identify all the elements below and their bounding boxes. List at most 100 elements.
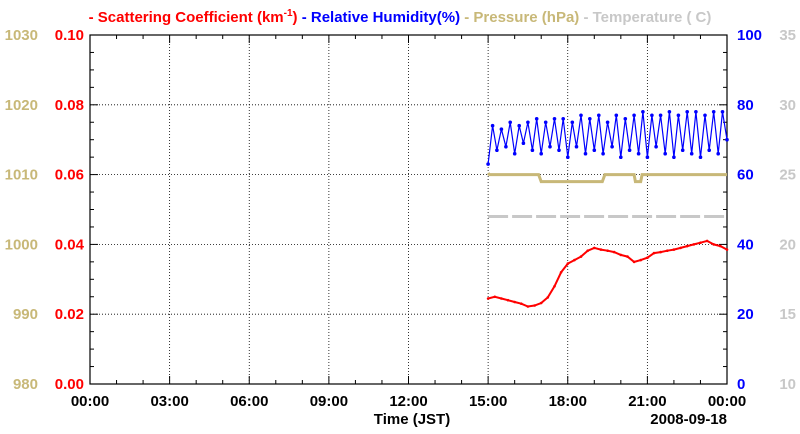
data-point (592, 148, 597, 152)
data-point (583, 151, 588, 156)
legend-entry: - Relative Humidity(%) (298, 9, 461, 26)
data-point (566, 155, 570, 159)
pressure-axis-tick-label: 990 (13, 306, 38, 323)
data-point (566, 262, 570, 265)
data-point (486, 162, 490, 166)
data-point (508, 120, 512, 125)
humidity-axis-tick-label: 0 (737, 376, 745, 393)
temperature-axis-tick-label: 20 (779, 236, 796, 253)
data-point (499, 127, 504, 131)
scattering-axis-tick-label: 0.06 (55, 167, 84, 184)
data-point (612, 250, 616, 254)
humidity-axis-tick-label: 80 (737, 97, 754, 114)
data-point (526, 305, 530, 308)
data-point (627, 148, 632, 152)
data-point (500, 297, 503, 300)
temperature-axis-tick-label: 10 (779, 376, 796, 393)
data-point (512, 151, 517, 156)
data-point (636, 151, 641, 156)
data-point (711, 110, 716, 114)
x-tick-label: 00:00 (708, 393, 746, 410)
data-point (539, 151, 543, 156)
data-point (539, 301, 543, 305)
data-point (650, 113, 654, 118)
legend-entry: - Temperature ( (579, 9, 691, 26)
data-point (623, 117, 628, 121)
data-point (504, 144, 508, 149)
data-point (632, 260, 636, 264)
legend-entry-superscript: -1 (284, 8, 293, 19)
data-point (639, 258, 642, 262)
temperature-axis-tick-label: 25 (779, 167, 796, 184)
data-point (705, 239, 709, 243)
data-point (614, 113, 619, 118)
data-point (646, 256, 649, 260)
scattering-axis-tick-label: 0.10 (55, 27, 84, 44)
data-point (570, 120, 575, 125)
scattering-axis-tick-label: 0.04 (55, 236, 85, 253)
data-point (672, 248, 676, 251)
data-point (632, 113, 636, 118)
data-point (605, 120, 610, 125)
data-point (716, 151, 720, 156)
data-point (610, 144, 614, 149)
data-point (725, 137, 729, 142)
x-tick-label: 15:00 (469, 393, 507, 410)
data-point (652, 251, 656, 255)
data-point (557, 148, 561, 152)
temperature-axis-tick-label: 30 (779, 97, 796, 114)
data-point (533, 304, 536, 307)
data-point (692, 243, 696, 246)
data-point (495, 148, 499, 152)
legend-entry: - Pressure (hPa) (460, 9, 579, 26)
data-point (548, 144, 552, 149)
data-point (619, 253, 623, 257)
data-point (534, 117, 539, 121)
data-point (619, 155, 623, 159)
data-point (685, 110, 689, 114)
scattering-axis-tick-label: 0.08 (55, 97, 84, 114)
x-tick-label: 21:00 (628, 393, 666, 410)
data-point (712, 243, 715, 246)
humidity-axis-tick-label: 20 (737, 306, 754, 323)
temperature-axis-tick-label: 15 (779, 306, 796, 323)
date-label: 2008-09-18 (650, 411, 727, 428)
data-point (699, 241, 702, 244)
data-point (725, 248, 729, 251)
data-point (679, 246, 682, 250)
data-point (593, 246, 596, 250)
data-point (586, 249, 589, 252)
data-point (561, 117, 565, 121)
data-point (506, 298, 510, 302)
data-point (606, 249, 609, 252)
data-point (672, 155, 676, 159)
data-point (626, 255, 629, 258)
data-point (588, 117, 592, 121)
data-point (552, 117, 557, 121)
pressure-axis-tick-label: 980 (13, 376, 38, 393)
legend-entry: - Scattering Coefficient (km (89, 9, 284, 26)
data-point (703, 113, 707, 118)
data-point (599, 248, 603, 251)
data-point (546, 296, 550, 299)
series-scattering-coefficient (486, 239, 729, 308)
data-point (573, 258, 576, 262)
data-point (574, 144, 579, 149)
data-point (719, 244, 722, 248)
data-point (720, 110, 725, 114)
data-point (490, 123, 495, 128)
data-point (667, 110, 672, 114)
data-point (658, 113, 663, 118)
data-point (513, 300, 516, 304)
data-point (486, 297, 490, 300)
series-relative-humidity (486, 110, 729, 166)
chart-title-legend: - Scattering Coefficient (km-1) - Relati… (89, 8, 712, 26)
humidity-axis-tick-label: 40 (737, 236, 754, 253)
x-axis-label: Time (JST) (374, 411, 450, 428)
legend-entry-tail: ) (293, 9, 298, 26)
data-point (521, 141, 526, 145)
data-point (520, 302, 523, 306)
data-point (517, 123, 521, 128)
data-point (685, 244, 689, 248)
